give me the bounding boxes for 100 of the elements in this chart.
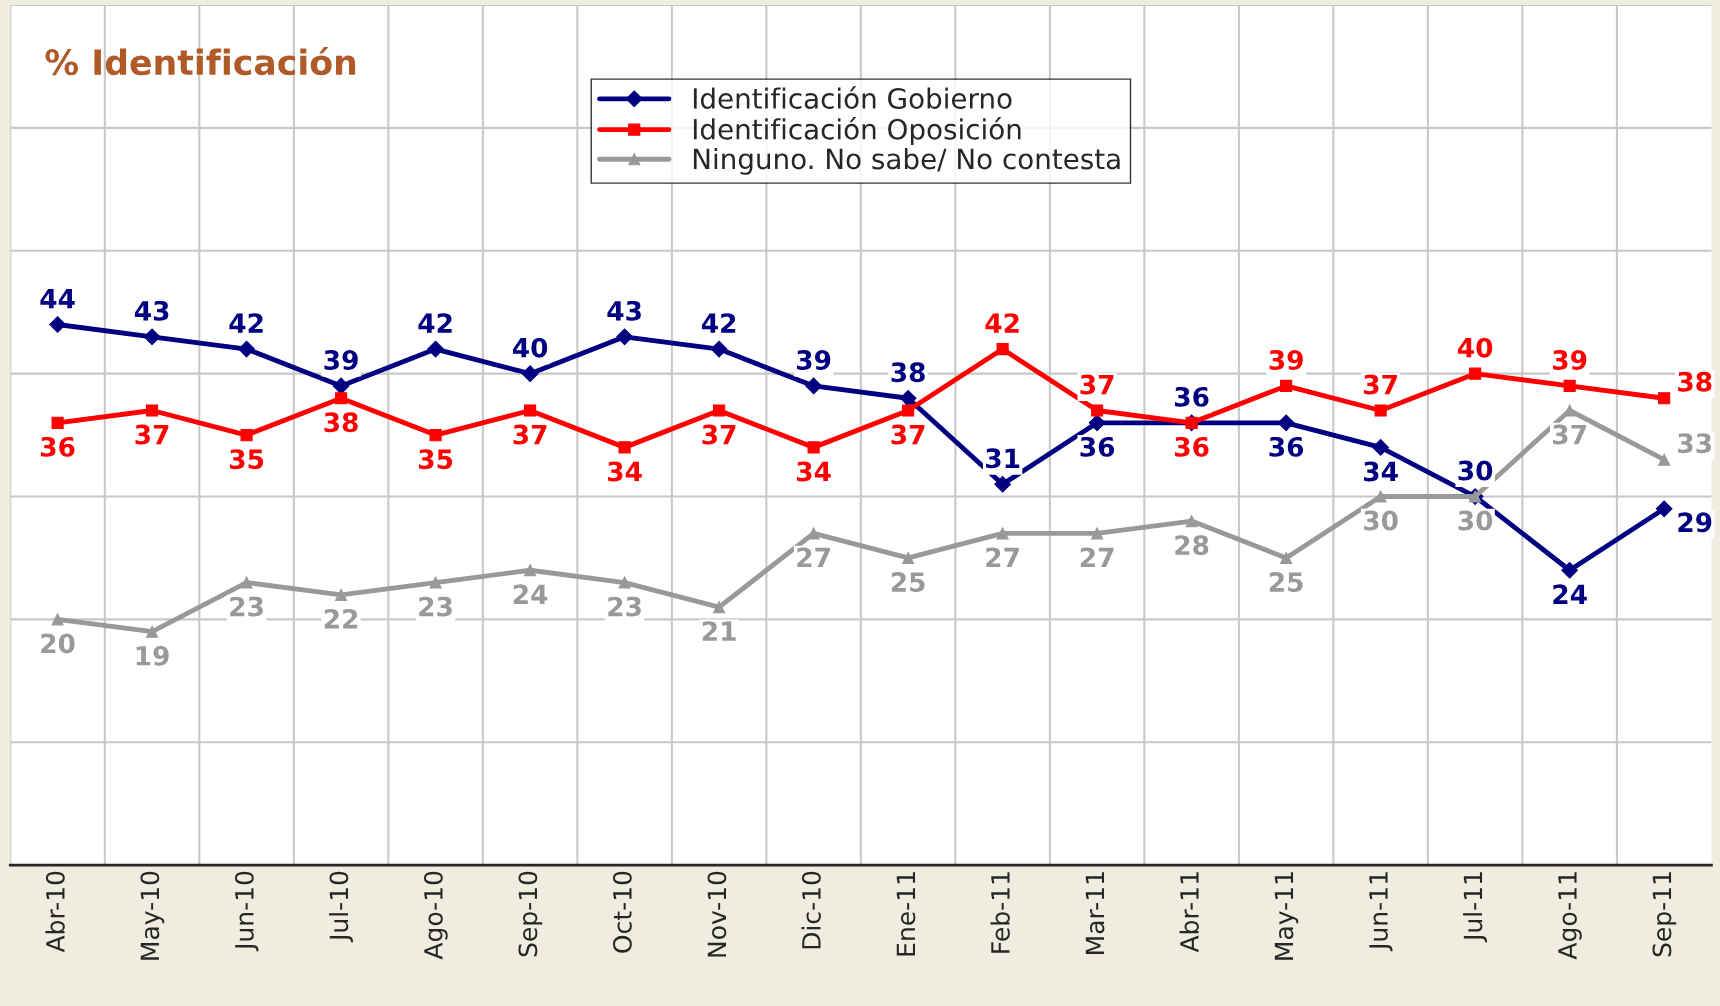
x-tick-label: Jun-10 <box>234 871 259 952</box>
x-tick-label: Ago-10 <box>423 871 448 960</box>
data-label: 36 <box>40 436 75 457</box>
point <box>1088 414 1106 432</box>
x-tick-label: Feb-11 <box>990 872 1010 953</box>
data-label: 43 <box>607 300 641 321</box>
data-label: 39 <box>797 350 831 370</box>
point <box>1091 527 1104 540</box>
legend-label: Ninguno. No sabe/ No contesta <box>693 147 1120 175</box>
data-label: 38 <box>891 362 925 383</box>
point <box>710 340 728 358</box>
data-label: 38 <box>324 412 358 433</box>
point <box>146 404 159 417</box>
point <box>524 404 537 417</box>
point <box>335 392 348 405</box>
point <box>1655 500 1673 518</box>
data-label: 30 <box>1458 510 1493 531</box>
x-tick-label: Nov-10 <box>707 871 727 957</box>
point <box>1277 414 1295 432</box>
x-tick-label: Jun-11 <box>1369 872 1393 952</box>
point <box>521 365 539 383</box>
point <box>49 316 66 333</box>
data-label: 27 <box>1080 547 1114 568</box>
x-tick-label: Jul-11 <box>1463 872 1488 943</box>
point <box>805 377 822 395</box>
data-label: 37 <box>513 424 547 445</box>
data-label: 36 <box>1175 436 1209 457</box>
point <box>1469 367 1482 380</box>
data-label: 23 <box>230 596 263 617</box>
point <box>51 613 64 626</box>
data-label: 30 <box>1364 510 1398 531</box>
data-label: 30 <box>1458 460 1493 481</box>
data-label: 23 <box>608 596 641 617</box>
data-label: 20 <box>41 633 75 654</box>
point <box>51 416 64 429</box>
point <box>1563 379 1576 393</box>
data-label: 44 <box>40 288 75 309</box>
data-label: 37 <box>891 424 925 445</box>
data-label: 36 <box>1269 436 1304 457</box>
point <box>335 588 348 601</box>
x-tick-label: Jul-10 <box>328 871 353 943</box>
data-label: 33 <box>1678 433 1711 454</box>
data-label: 42 <box>701 313 736 333</box>
x-tick-label: Dic-10 <box>801 871 821 949</box>
point <box>713 404 726 417</box>
point <box>429 576 442 589</box>
point <box>429 429 442 442</box>
point <box>1280 551 1293 565</box>
point <box>1185 515 1198 528</box>
data-label: 25 <box>891 572 925 593</box>
data-label: 37 <box>1553 424 1586 445</box>
data-label: 35 <box>418 449 453 470</box>
data-label: 34 <box>608 461 642 482</box>
x-tick-label: May-10 <box>140 871 165 960</box>
point <box>902 551 915 565</box>
data-label: 40 <box>512 337 548 358</box>
x-tick-label: Ene-11 <box>896 872 916 956</box>
point <box>1561 561 1579 579</box>
data-label: 22 <box>324 608 358 629</box>
data-label: 42 <box>229 313 263 333</box>
point <box>238 340 255 358</box>
data-label: 36 <box>1175 386 1209 407</box>
data-label: 27 <box>797 547 830 568</box>
point <box>713 601 726 614</box>
data-label: 34 <box>1364 461 1398 482</box>
point <box>240 429 253 442</box>
point <box>899 389 917 407</box>
point <box>1372 439 1390 456</box>
point <box>902 404 915 417</box>
data-label: 36 <box>1080 436 1115 457</box>
data-label: 24 <box>1553 584 1587 604</box>
x-tick-label: Sep-11 <box>1652 872 1677 957</box>
data-label: 21 <box>702 621 736 641</box>
data-label: 39 <box>1553 350 1587 370</box>
point <box>807 441 820 454</box>
data-label: 37 <box>135 424 169 445</box>
data-label: 19 <box>136 645 169 666</box>
data-label: 27 <box>986 547 1019 568</box>
data-label: 34 <box>797 461 831 482</box>
x-tick-label: Abr-11 <box>1179 872 1199 953</box>
point <box>1658 392 1671 405</box>
point <box>618 441 631 454</box>
data-label: 43 <box>134 300 169 321</box>
point <box>1091 404 1104 417</box>
x-tick-label: Mar-11 <box>1085 872 1105 954</box>
legend-label: Identificación Oposición <box>693 117 1021 146</box>
point <box>1374 404 1387 417</box>
point <box>1374 490 1387 503</box>
data-label: 40 <box>1457 337 1493 358</box>
data-label: 25 <box>1269 572 1303 593</box>
data-label: 29 <box>1678 512 1712 533</box>
data-label: 23 <box>419 596 452 617</box>
data-label: 38 <box>1678 371 1712 392</box>
point <box>1658 453 1671 466</box>
data-label: 24 <box>513 584 548 604</box>
point <box>996 343 1009 356</box>
point <box>332 377 350 395</box>
legend-label: Identificación Gobierno <box>693 86 1012 109</box>
data-label: 31 <box>986 448 1020 469</box>
data-label: 39 <box>324 350 358 370</box>
